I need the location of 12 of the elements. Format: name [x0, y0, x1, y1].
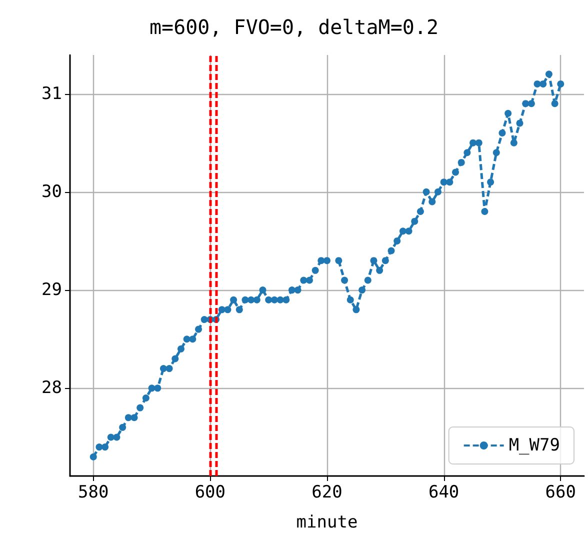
x-tick-label: 620 [312, 482, 342, 502]
x-tick-label: 580 [78, 482, 109, 502]
legend-label: M_W79 [508, 436, 560, 456]
y-tick-label: 30 [42, 182, 62, 202]
y-tick-label: 29 [42, 280, 62, 300]
y-tick-label: 31 [42, 84, 62, 104]
x-tick-label: 660 [545, 482, 576, 502]
x-tick-label: 640 [428, 482, 460, 502]
chart-title: m=600, FVO=0, deltaM=0.2 [150, 15, 438, 39]
y-tick-label: 28 [42, 378, 62, 398]
x-tick-label: 600 [194, 482, 226, 502]
x-axis-title: minute [296, 512, 358, 532]
